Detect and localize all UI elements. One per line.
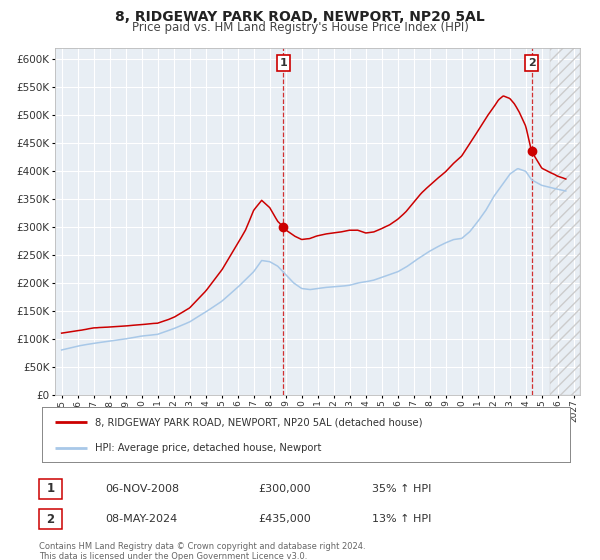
Text: 8, RIDGEWAY PARK ROAD, NEWPORT, NP20 5AL (detached house): 8, RIDGEWAY PARK ROAD, NEWPORT, NP20 5AL…	[95, 418, 422, 427]
Text: 8, RIDGEWAY PARK ROAD, NEWPORT, NP20 5AL: 8, RIDGEWAY PARK ROAD, NEWPORT, NP20 5AL	[115, 10, 485, 24]
Text: 1: 1	[46, 482, 55, 496]
Text: £435,000: £435,000	[258, 514, 311, 524]
Text: 35% ↑ HPI: 35% ↑ HPI	[372, 484, 431, 494]
Text: £300,000: £300,000	[258, 484, 311, 494]
Text: 2: 2	[46, 512, 55, 526]
Text: Price paid vs. HM Land Registry's House Price Index (HPI): Price paid vs. HM Land Registry's House …	[131, 21, 469, 34]
Text: HPI: Average price, detached house, Newport: HPI: Average price, detached house, Newp…	[95, 444, 321, 453]
Text: 1: 1	[280, 58, 287, 68]
Text: 2: 2	[527, 58, 535, 68]
Text: 08-MAY-2024: 08-MAY-2024	[105, 514, 177, 524]
Text: 06-NOV-2008: 06-NOV-2008	[105, 484, 179, 494]
Text: 13% ↑ HPI: 13% ↑ HPI	[372, 514, 431, 524]
Text: Contains HM Land Registry data © Crown copyright and database right 2024.
This d: Contains HM Land Registry data © Crown c…	[39, 542, 365, 560]
